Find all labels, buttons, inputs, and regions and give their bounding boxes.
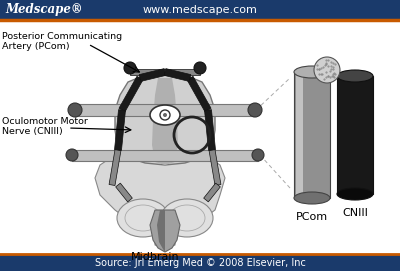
Bar [296,72,303,198]
Ellipse shape [254,104,256,116]
Polygon shape [114,110,126,150]
Polygon shape [157,210,165,252]
Ellipse shape [294,66,330,78]
Polygon shape [204,183,220,202]
Circle shape [252,149,264,161]
Ellipse shape [117,199,169,237]
Polygon shape [95,143,225,248]
Bar [294,72,330,198]
Polygon shape [204,110,216,150]
Text: Artery (PCom): Artery (PCom) [2,42,70,51]
Circle shape [66,149,78,161]
Text: Midbrain: Midbrain [131,252,179,262]
Ellipse shape [337,188,373,200]
Text: www.medscape.com: www.medscape.com [142,5,258,15]
Polygon shape [130,69,200,75]
Circle shape [194,62,206,74]
Polygon shape [139,69,166,81]
Bar [0,254,400,271]
Polygon shape [187,76,211,112]
Polygon shape [116,183,132,202]
Ellipse shape [74,104,76,116]
Polygon shape [152,78,178,165]
Polygon shape [209,150,221,186]
Polygon shape [150,210,180,252]
Ellipse shape [337,70,373,82]
Circle shape [248,103,262,117]
Polygon shape [72,150,258,160]
Circle shape [124,62,136,74]
Polygon shape [119,76,143,112]
Polygon shape [115,72,215,165]
Polygon shape [109,150,121,186]
Ellipse shape [150,105,180,125]
Circle shape [314,57,340,83]
Text: Nerve (CNIII): Nerve (CNIII) [2,127,63,136]
Ellipse shape [161,199,213,237]
Text: CNIII: CNIII [342,208,368,218]
Bar [0,0,400,20]
Circle shape [160,110,170,120]
Bar [337,76,373,194]
Polygon shape [164,69,191,81]
Text: Posterior Communicating: Posterior Communicating [2,32,122,41]
Bar [0,20,400,254]
Text: PCom: PCom [296,212,328,222]
Circle shape [68,103,82,117]
Text: Medscape®: Medscape® [5,4,83,17]
Text: Oculomotor Motor: Oculomotor Motor [2,117,88,126]
Ellipse shape [294,192,330,204]
Circle shape [163,113,167,117]
Polygon shape [75,104,255,116]
Text: Source: Jrl Emerg Med © 2008 Elsevier, Inc: Source: Jrl Emerg Med © 2008 Elsevier, I… [94,257,306,267]
